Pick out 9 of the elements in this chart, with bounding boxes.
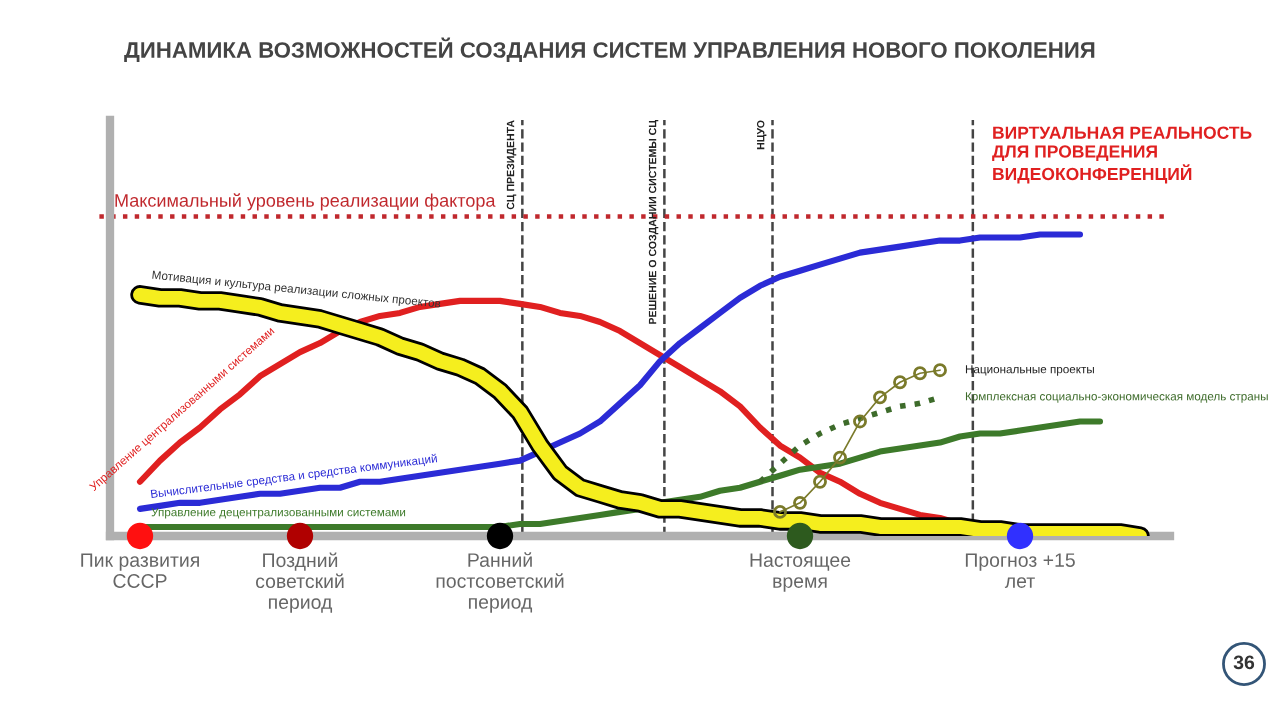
x-tick-label: Ранний постсоветский период — [436, 552, 564, 613]
text: ВИРТУАЛЬНАЯ РЕАЛЬНОСТЬ ДЛЯ ПРОВЕДЕНИЯ ВИДЕОКОНФЕРЕНЦИЙ — [992, 126, 1252, 184]
x-tick-label: Пик развития СССР — [81, 553, 199, 588]
x-tick-label: Поздний советский период — [256, 552, 344, 613]
chart-title: ДИНАМИКА ВОЗМОЖНОСТЕЙ СОЗДАНИЯ СИСТЕМ УПРАВЛЕНИЯ НОВОГО ПОКОЛЕНИЯ — [124, 37, 1095, 63]
ref-line-label: Максимальный уровень реализации фактора — [115, 193, 496, 211]
text: 36 — [1233, 655, 1255, 670]
x-tick-label: Настоящее время — [750, 553, 851, 592]
x-tick-label: Прогноз +15 лет — [965, 553, 1075, 588]
